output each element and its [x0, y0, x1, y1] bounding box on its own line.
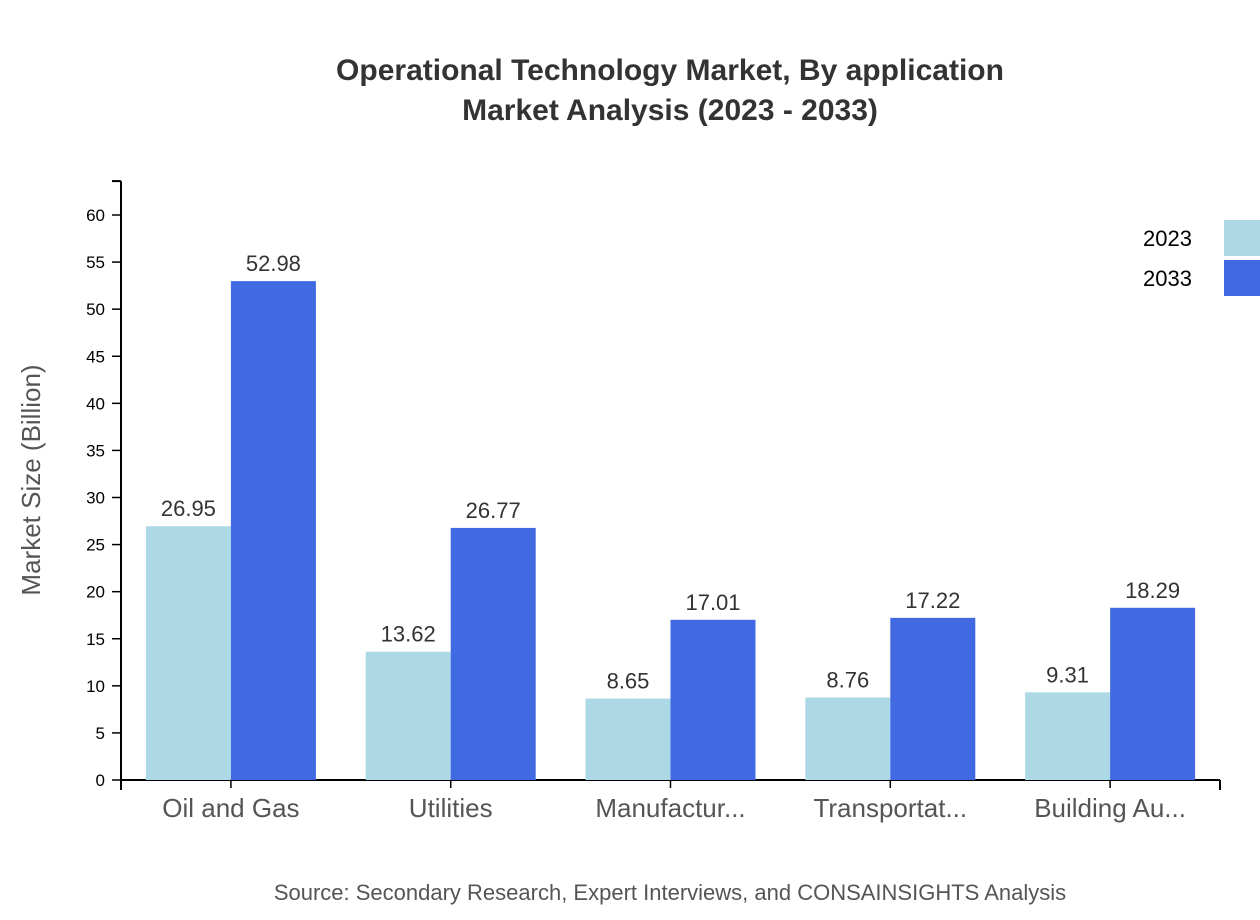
legend-label: 2033 [1143, 266, 1192, 291]
bar-2033 [450, 527, 536, 780]
chart-subtitle: Market Analysis (2023 - 2033) [462, 94, 878, 127]
x-tick-label: Utilities [409, 793, 493, 823]
legend-swatch-2023 [1224, 220, 1260, 256]
bar-2033 [1110, 607, 1196, 780]
y-tick-label: 0 [96, 771, 105, 790]
legend-swatch-2033 [1224, 260, 1260, 296]
data-label: 52.98 [246, 251, 301, 276]
y-tick-label: 30 [86, 489, 105, 508]
bar-2023 [585, 698, 671, 780]
bar-2033 [230, 281, 316, 780]
y-tick-label: 40 [86, 394, 105, 413]
data-label: 13.62 [381, 622, 436, 647]
y-tick-label: 10 [86, 677, 105, 696]
legend-label: 2023 [1143, 226, 1192, 251]
y-tick-label: 20 [86, 583, 105, 602]
data-label: 26.77 [466, 498, 521, 523]
bar-2023 [805, 697, 891, 780]
y-tick-label: 50 [86, 300, 105, 319]
data-label: 26.95 [161, 496, 216, 521]
source-note: Source: Secondary Research, Expert Inter… [274, 880, 1066, 905]
bar-2033 [670, 619, 756, 780]
data-label: 8.76 [826, 668, 869, 693]
x-tick-label: Transportat... [813, 793, 967, 823]
data-label: 18.29 [1125, 578, 1180, 603]
y-tick-label: 60 [86, 206, 105, 225]
bar-2033 [890, 617, 976, 780]
y-tick-label: 55 [86, 253, 105, 272]
bar-2023 [1025, 692, 1111, 780]
x-tick-label: Manufactur... [595, 793, 745, 823]
y-axis-label: Market Size (Billion) [16, 364, 46, 595]
chart-title: Operational Technology Market, By applic… [336, 54, 1004, 87]
y-tick-label: 5 [96, 724, 105, 743]
y-tick-label: 15 [86, 630, 105, 649]
x-tick-label: Oil and Gas [162, 793, 299, 823]
data-label: 17.22 [905, 588, 960, 613]
data-label: 8.65 [607, 669, 650, 694]
bar-2023 [145, 526, 231, 780]
y-tick-label: 45 [86, 347, 105, 366]
x-tick-label: Building Au... [1034, 793, 1186, 823]
data-label: 9.31 [1046, 662, 1089, 687]
y-tick-label: 25 [86, 536, 105, 555]
y-tick-label: 35 [86, 441, 105, 460]
bar-2023 [365, 651, 451, 780]
data-label: 17.01 [685, 590, 740, 615]
